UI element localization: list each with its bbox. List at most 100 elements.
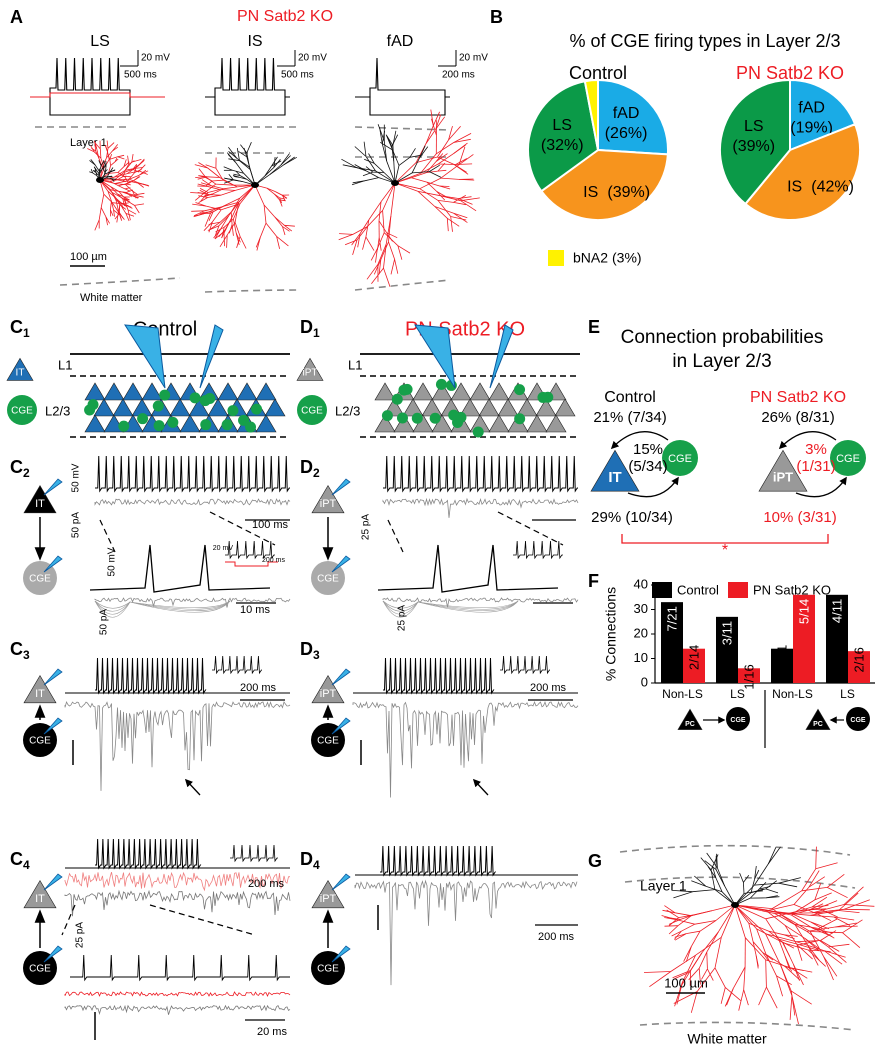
label: L2/3 [335, 403, 360, 418]
neurite [99, 169, 103, 172]
neurite [207, 189, 220, 193]
neurite [448, 125, 453, 141]
cell-circle [227, 405, 239, 417]
neurite [282, 195, 286, 201]
neurite [112, 202, 122, 204]
neurite [450, 216, 467, 221]
label: 200 ms [538, 931, 575, 943]
line [497, 511, 564, 546]
neurite [455, 158, 468, 165]
neurite [194, 192, 205, 201]
neurite [266, 187, 275, 195]
neurite [694, 910, 713, 916]
label: 20 mV [459, 53, 488, 64]
cell-triangle [236, 382, 258, 401]
neurite [273, 193, 280, 201]
cell-circle [472, 426, 484, 438]
legend-label: bNA2 [573, 250, 608, 266]
neurite [98, 160, 102, 166]
arrow [610, 431, 669, 450]
neurite [113, 209, 120, 216]
neurite [109, 159, 111, 166]
neurite [796, 940, 821, 943]
chart-title: Control [569, 63, 627, 83]
neurite [113, 210, 115, 217]
neurite [804, 937, 821, 950]
neurite [701, 968, 708, 980]
neurite [795, 899, 816, 912]
neurite [228, 158, 240, 162]
neurite [117, 172, 125, 177]
neurite [383, 232, 399, 246]
neurite [124, 188, 131, 192]
neurite [129, 174, 140, 180]
neurite [391, 134, 399, 147]
neurite [818, 918, 838, 929]
label: CGE [29, 574, 51, 585]
neurite [284, 224, 295, 227]
panel-sublabel: 4 [23, 858, 30, 872]
neurite [198, 197, 208, 203]
panel-sublabel: 2 [313, 466, 320, 480]
neurite [448, 126, 461, 141]
label: iPT [773, 469, 793, 484]
neurite [220, 190, 236, 196]
cell-triangle [112, 398, 134, 417]
neurite [265, 222, 277, 237]
neurite [366, 170, 379, 178]
neurite [105, 216, 108, 226]
neurite [453, 138, 471, 143]
neurite [807, 945, 820, 961]
cell-triangle [545, 414, 567, 433]
neurite [106, 148, 109, 158]
neurite [134, 168, 142, 174]
neurite [208, 221, 213, 233]
neurite [352, 239, 358, 256]
trace [94, 600, 231, 618]
legend-swatch [652, 582, 672, 598]
neurite [683, 946, 692, 962]
neurite [754, 866, 757, 880]
trace [230, 844, 278, 863]
pipette [489, 324, 514, 389]
label: L1 [58, 357, 72, 372]
trace [30, 92, 165, 98]
cell-icon [311, 561, 345, 595]
trace [64, 871, 291, 892]
neurite [108, 155, 111, 160]
neurite [125, 184, 133, 192]
cell-icon [297, 395, 327, 425]
neurite [204, 206, 221, 212]
neurite [129, 178, 140, 184]
trace [70, 954, 290, 982]
label: 15% [633, 441, 663, 458]
x-tick-label: Non-LS [662, 687, 703, 701]
neurite [710, 854, 719, 871]
cell-circle [448, 409, 460, 421]
neurite [365, 236, 375, 251]
slice-value-label: (32%) [541, 137, 584, 154]
neurite [275, 191, 283, 196]
soma [96, 177, 104, 183]
neurite [123, 198, 135, 206]
x-tick-label: LS [840, 687, 855, 701]
neurite [426, 161, 437, 173]
soma [391, 180, 399, 186]
cell-circle [381, 410, 393, 422]
cell-triangle [478, 398, 500, 417]
neurite [125, 181, 131, 185]
neurite [282, 226, 286, 236]
neurite [110, 209, 114, 217]
neurite [796, 941, 825, 951]
neurite [246, 142, 252, 154]
neurite [794, 924, 809, 947]
neurite [698, 968, 701, 985]
cell-icon [23, 485, 57, 514]
neurite [419, 145, 426, 159]
neurite [127, 209, 137, 215]
neurite [214, 228, 222, 240]
neurite [794, 923, 819, 929]
neurite [690, 952, 703, 971]
neurite [691, 880, 706, 887]
neurite [409, 148, 416, 158]
